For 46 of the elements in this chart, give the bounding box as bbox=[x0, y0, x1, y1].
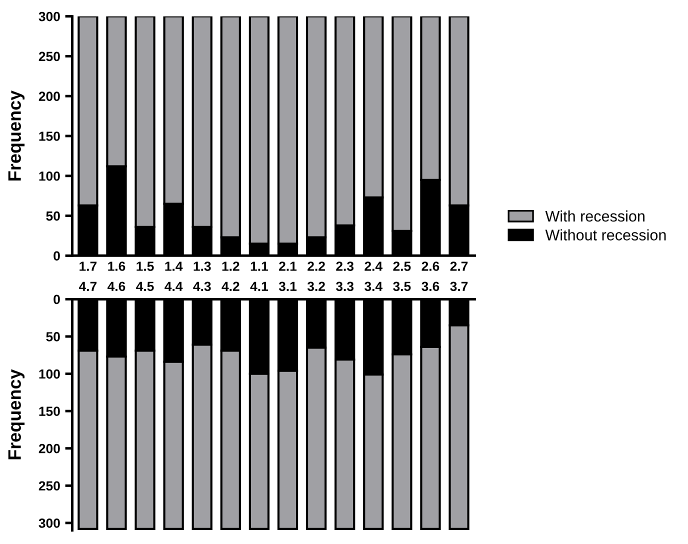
y-tick-label: 250 bbox=[38, 481, 60, 491]
y-tick-label: 100 bbox=[39, 171, 60, 181]
y-tick-label: 200 bbox=[38, 444, 60, 454]
x-tick-label: 2.3 bbox=[336, 262, 354, 271]
y-tick-label: 250 bbox=[38, 52, 60, 62]
x-tick-label: 3.7 bbox=[450, 282, 468, 292]
y-tick-label: 50 bbox=[46, 211, 60, 221]
x-tick-label: 4.1 bbox=[250, 282, 268, 291]
y-tick-label: 50 bbox=[46, 332, 60, 342]
y-axis-title: Frequency bbox=[8, 90, 25, 180]
x-tick-label: 3.3 bbox=[336, 282, 354, 292]
x-tick-label: 4.6 bbox=[108, 282, 126, 292]
x-tick-label: 1.5 bbox=[136, 262, 154, 271]
y-tick-label: 0 bbox=[54, 251, 60, 261]
x-tick-label: 3.1 bbox=[278, 282, 297, 292]
y-tick-label: 100 bbox=[39, 369, 60, 379]
x-tick-label: 4.7 bbox=[78, 282, 97, 291]
x-tick-label: 2.1 bbox=[279, 262, 297, 271]
x-tick-label: 1.6 bbox=[108, 262, 126, 271]
x-tick-label: 3.6 bbox=[422, 282, 440, 292]
x-tick-label: 2.2 bbox=[308, 262, 325, 271]
x-tick-label: 1.4 bbox=[165, 262, 183, 271]
x-tick-label: 4.2 bbox=[222, 282, 240, 291]
x-tick-label: 3.5 bbox=[393, 282, 411, 292]
x-tick-label: 4.5 bbox=[136, 282, 154, 292]
y-tick-label: 300 bbox=[38, 518, 60, 528]
x-tick-label: 3.4 bbox=[364, 282, 382, 292]
y-tick-label: 150 bbox=[39, 406, 60, 416]
x-tick-label: 1.1 bbox=[250, 262, 268, 271]
x-tick-label: 1.3 bbox=[194, 262, 211, 271]
x-tick-label: 3.2 bbox=[307, 282, 325, 292]
y-tick-label: 0 bbox=[54, 294, 60, 304]
x-tick-label: 2.7 bbox=[450, 262, 468, 271]
y-tick-label: 200 bbox=[38, 92, 60, 102]
legend-label: Without recession bbox=[545, 229, 666, 240]
x-tick-label: 4.3 bbox=[193, 282, 211, 292]
x-tick-label: 2.5 bbox=[393, 262, 411, 271]
x-tick-label: 1.2 bbox=[222, 262, 240, 271]
legend-label: With recession bbox=[545, 210, 644, 222]
x-tick-label: 2.6 bbox=[422, 262, 440, 271]
x-tick-label: 4.4 bbox=[164, 282, 183, 291]
y-tick-label: 300 bbox=[38, 12, 60, 22]
y-tick-label: 150 bbox=[39, 132, 60, 141]
x-tick-label: 1.7 bbox=[80, 262, 97, 271]
y-axis-title: Frequency bbox=[8, 369, 25, 460]
x-tick-label: 2.4 bbox=[364, 262, 382, 271]
